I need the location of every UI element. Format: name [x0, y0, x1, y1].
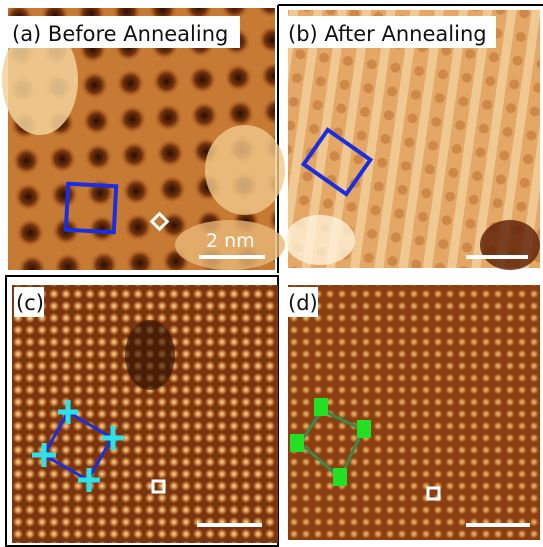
- dark-region: [480, 220, 540, 270]
- figure: 2 nm (a) Before Annealing (b) After Anne…: [0, 0, 543, 547]
- panel-a: 2 nm (a) Before Annealing: [2, 8, 285, 270]
- dark-region: [125, 320, 175, 390]
- panel-label: (c): [16, 291, 44, 315]
- scale-label: 2 nm: [206, 230, 255, 252]
- panel-b: (b) After Annealing: [282, 10, 540, 270]
- panel-c: (c): [12, 285, 278, 543]
- panel-d: (d): [286, 285, 540, 540]
- panel-label: (d): [288, 291, 318, 315]
- bright-region: [205, 125, 285, 215]
- bright-region: [285, 215, 355, 265]
- panel-label: (b) After Annealing: [288, 22, 487, 46]
- panel-label: (a) Before Annealing: [12, 22, 228, 46]
